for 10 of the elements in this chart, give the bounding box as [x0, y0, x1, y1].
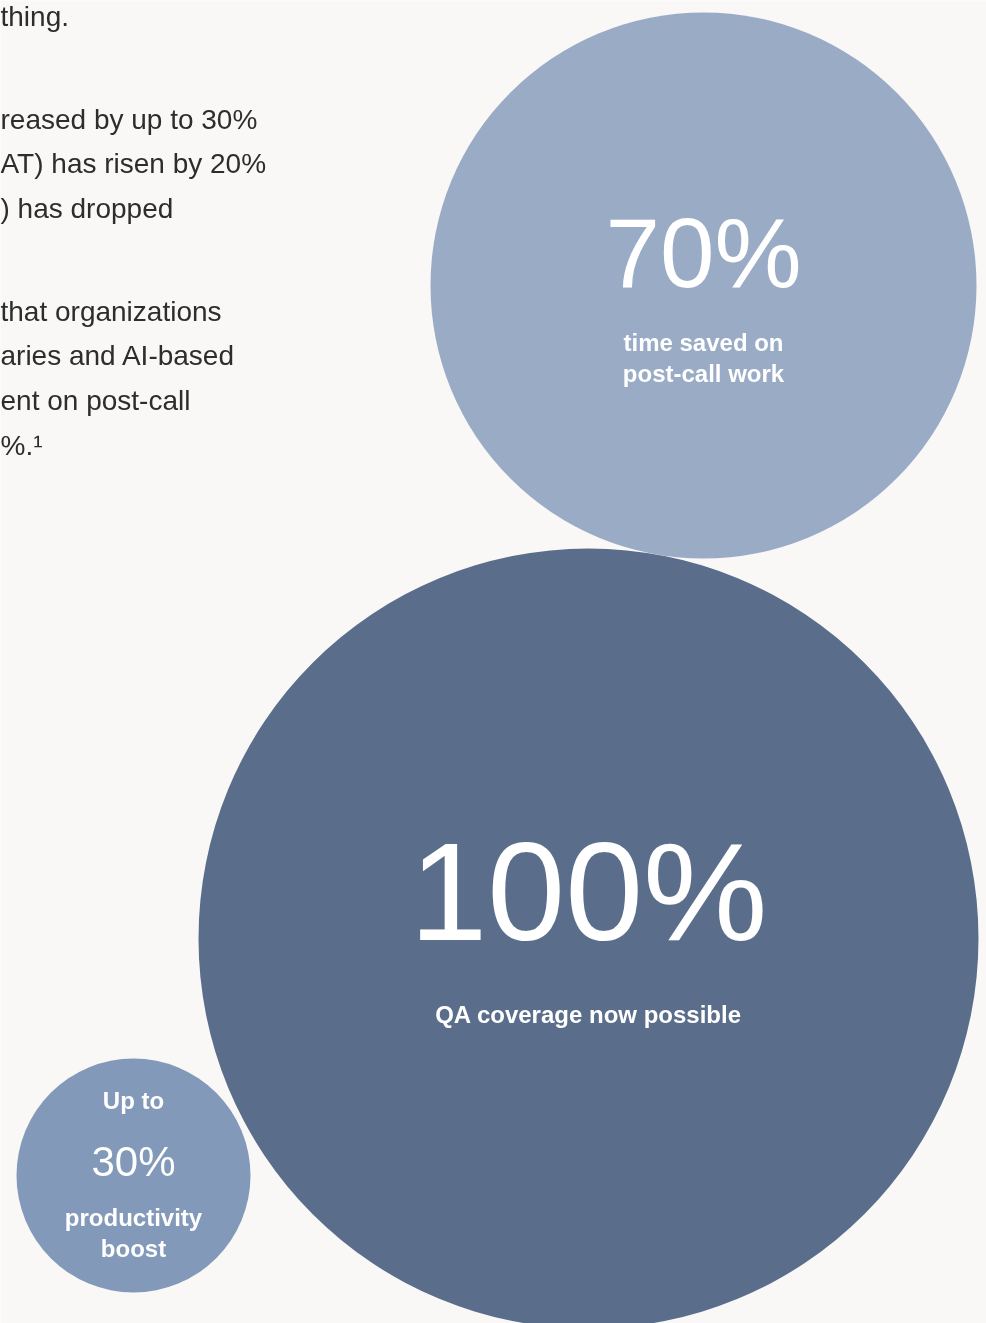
data-label: 30%	[91, 1137, 176, 1185]
text: Up to	[102, 1087, 165, 1114]
data-label: 70%	[605, 197, 802, 308]
text: that organizations aries and AI-based ent on post-call %.¹	[0, 295, 234, 462]
text: thing.	[0, 0, 69, 32]
category-label: productivity boost	[64, 1204, 203, 1263]
category-label: QA coverage now possible	[435, 1000, 741, 1028]
category-label: time saved on post-call work	[622, 329, 785, 388]
text: reased by up to 30% AT) has risen by 20% ) has dropped	[0, 103, 267, 225]
data-label: 100%	[409, 813, 768, 971]
